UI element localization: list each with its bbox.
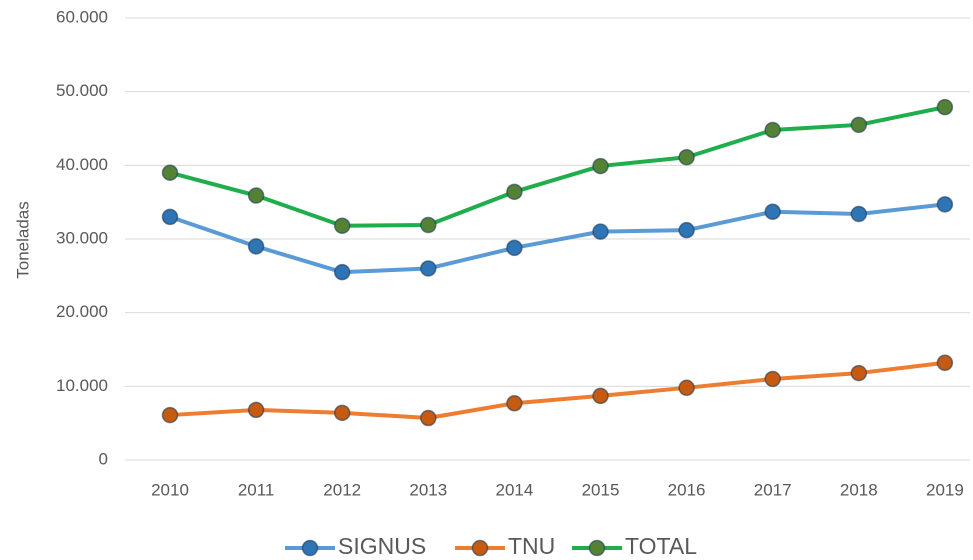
data-point <box>161 406 179 424</box>
x-tick-label: 2019 <box>926 480 964 499</box>
x-tick-label: 2011 <box>238 480 275 499</box>
x-tick-label: 2015 <box>582 480 620 499</box>
data-point <box>333 404 351 422</box>
y-tick-label: 60.000 <box>56 7 108 26</box>
x-tick-label: 2014 <box>495 480 533 499</box>
y-axis-label: Toneladas <box>13 201 32 279</box>
data-point <box>333 263 351 281</box>
data-point <box>592 157 609 175</box>
data-point <box>592 223 609 240</box>
x-tick-label: 2010 <box>151 480 189 499</box>
x-tick-label: 2016 <box>668 480 706 499</box>
data-point <box>850 364 868 382</box>
x-tick-label: 2013 <box>409 480 447 499</box>
data-point <box>333 217 351 234</box>
x-tick-label: 2017 <box>754 480 792 499</box>
legend-marker <box>301 539 319 557</box>
data-point <box>420 260 437 277</box>
legend-label: SIGNUS <box>338 533 426 559</box>
data-point <box>678 221 695 239</box>
data-point <box>678 379 695 397</box>
data-point <box>506 183 523 201</box>
x-tick-label: 2012 <box>323 480 361 499</box>
data-point <box>678 148 695 166</box>
data-point <box>161 164 179 181</box>
data-point <box>850 205 868 223</box>
legend-label: TNU <box>508 533 555 559</box>
data-point <box>936 196 954 213</box>
data-point <box>247 187 265 204</box>
data-point <box>850 116 868 134</box>
data-point <box>420 216 437 234</box>
series-line <box>169 105 946 228</box>
data-point <box>247 238 265 255</box>
data-point <box>764 203 781 220</box>
data-point <box>506 395 523 412</box>
data-point <box>764 370 781 388</box>
y-tick-label: 50.000 <box>56 81 108 100</box>
data-point <box>420 409 437 427</box>
y-tick-label: 20.000 <box>56 302 108 321</box>
y-tick-label: 10.000 <box>56 376 108 395</box>
y-tick-label: 0 <box>99 449 108 468</box>
legend-marker <box>588 539 606 557</box>
x-tick-label: 2018 <box>840 480 878 499</box>
data-point <box>936 354 954 372</box>
data-point <box>936 98 954 116</box>
data-point <box>764 121 781 139</box>
y-tick-label: 40.000 <box>56 155 108 174</box>
data-point <box>161 208 179 226</box>
data-point <box>592 387 609 405</box>
data-point <box>506 239 523 257</box>
series-line <box>169 202 946 275</box>
legend-marker <box>471 539 489 557</box>
data-point <box>247 401 265 419</box>
legend-label: TOTAL <box>625 533 697 559</box>
y-tick-label: 30.000 <box>56 228 108 247</box>
series-line <box>169 360 946 421</box>
